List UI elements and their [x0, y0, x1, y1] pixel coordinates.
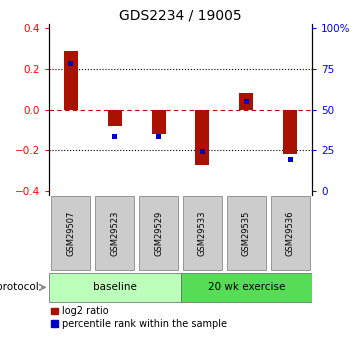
- Bar: [195, 110, 209, 165]
- Bar: [239, 93, 253, 110]
- FancyBboxPatch shape: [51, 196, 90, 270]
- Bar: [244, 99, 249, 104]
- FancyBboxPatch shape: [227, 196, 266, 270]
- Bar: [288, 157, 293, 162]
- Text: baseline: baseline: [93, 282, 136, 292]
- Bar: [200, 149, 205, 154]
- Title: GDS2234 / 19005: GDS2234 / 19005: [119, 9, 242, 23]
- FancyBboxPatch shape: [183, 196, 222, 270]
- FancyBboxPatch shape: [139, 196, 178, 270]
- FancyBboxPatch shape: [180, 273, 312, 302]
- Bar: [156, 134, 161, 139]
- Text: 20 wk exercise: 20 wk exercise: [208, 282, 285, 292]
- Text: protocol: protocol: [0, 282, 39, 292]
- Bar: [283, 110, 297, 155]
- FancyBboxPatch shape: [49, 273, 180, 302]
- Bar: [108, 110, 122, 126]
- Bar: [68, 61, 73, 66]
- Bar: [112, 134, 117, 139]
- Text: GSM29507: GSM29507: [66, 210, 75, 256]
- Bar: [64, 51, 78, 110]
- Text: GSM29535: GSM29535: [242, 210, 251, 256]
- FancyBboxPatch shape: [271, 196, 310, 270]
- Text: GSM29523: GSM29523: [110, 210, 119, 256]
- Legend: log2 ratio, percentile rank within the sample: log2 ratio, percentile rank within the s…: [51, 306, 227, 329]
- Bar: [152, 110, 166, 134]
- Text: GSM29536: GSM29536: [286, 210, 295, 256]
- FancyBboxPatch shape: [95, 196, 134, 270]
- Text: GSM29529: GSM29529: [154, 210, 163, 256]
- Text: GSM29533: GSM29533: [198, 210, 207, 256]
